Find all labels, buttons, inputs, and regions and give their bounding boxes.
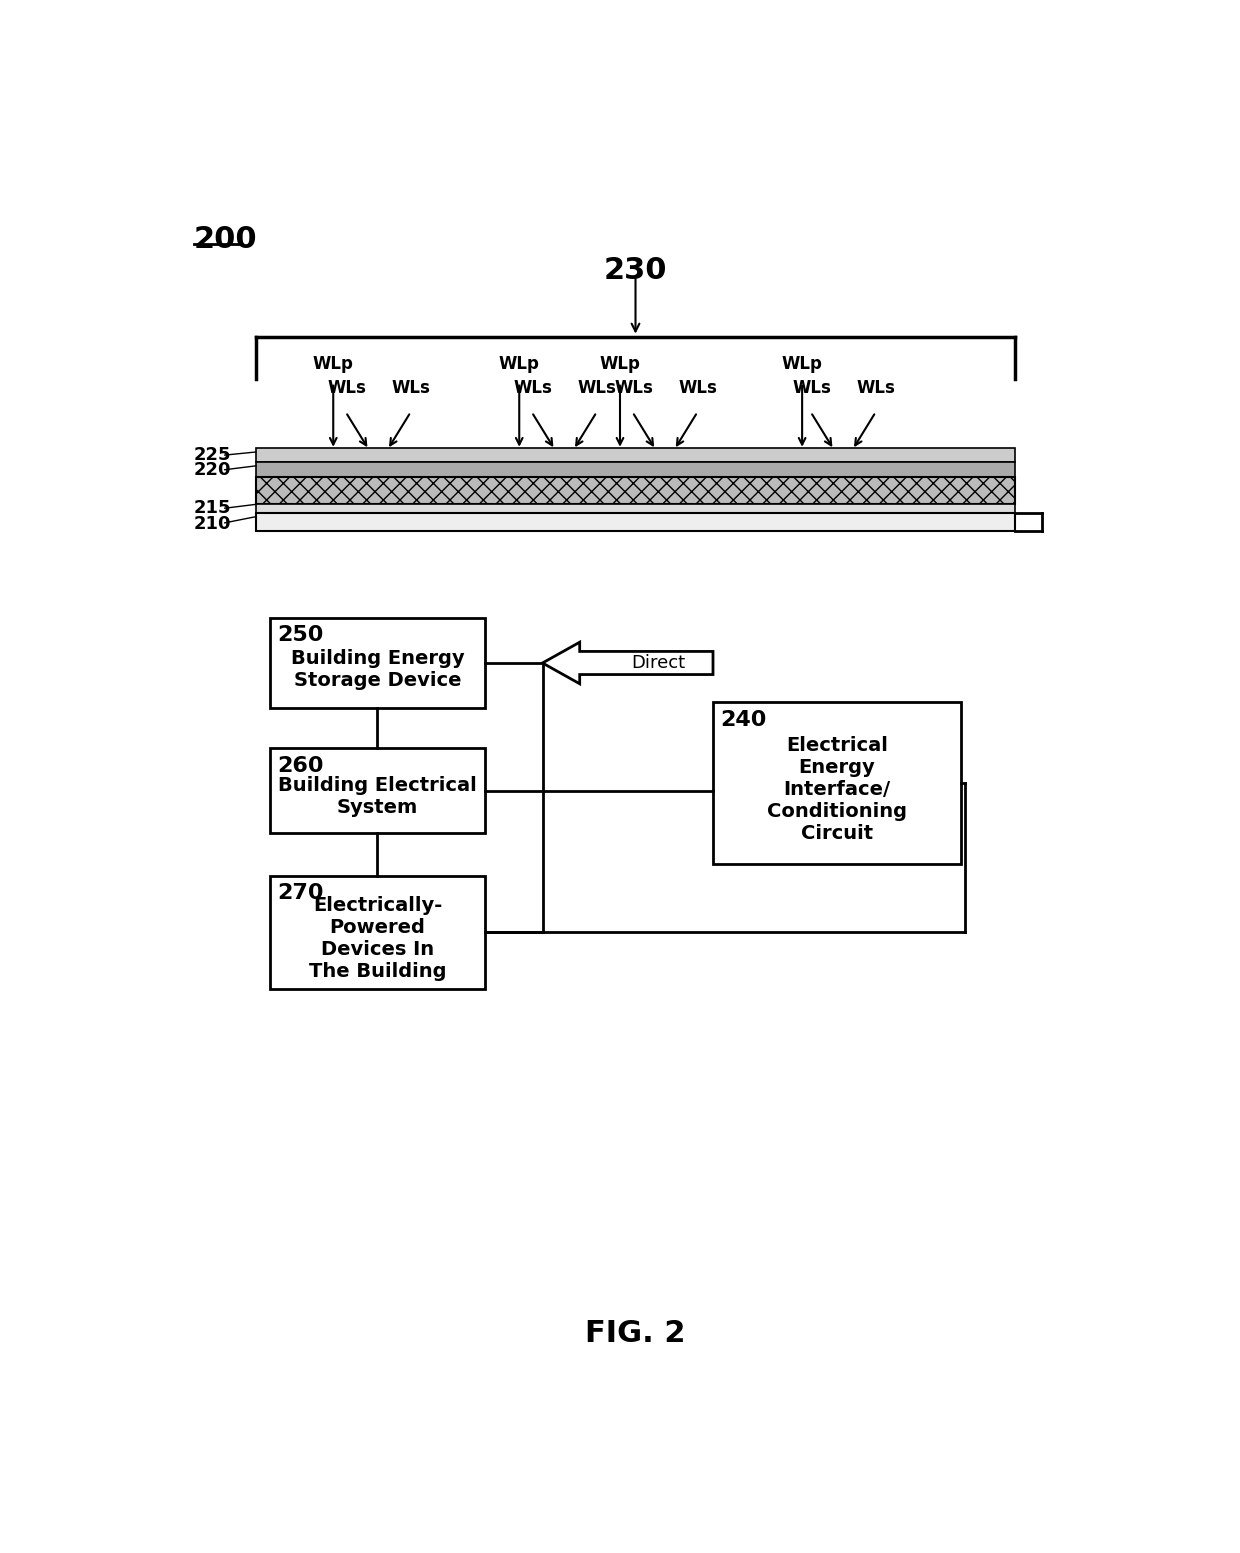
Polygon shape (543, 643, 713, 683)
Text: WLp: WLp (600, 356, 640, 373)
Text: WLs: WLs (615, 379, 653, 396)
Text: Building Electrical
System: Building Electrical System (278, 776, 477, 817)
Bar (255, 463, 1016, 477)
Bar (270, 618, 485, 708)
Text: WLp: WLp (312, 356, 353, 373)
Text: 230: 230 (604, 256, 667, 284)
Text: WLs: WLs (578, 379, 616, 396)
Text: 250: 250 (278, 626, 324, 644)
Text: WLp: WLp (498, 356, 539, 373)
Text: Electrically-
Powered
Devices In
The Building: Electrically- Powered Devices In The Bui… (309, 896, 446, 981)
Text: 225: 225 (193, 446, 231, 464)
Text: 210: 210 (193, 514, 231, 533)
Bar (270, 749, 485, 832)
Text: WLs: WLs (513, 379, 553, 396)
Text: WLp: WLp (781, 356, 822, 373)
Text: 260: 260 (278, 756, 324, 776)
Text: Electrical
Energy
Interface/
Conditioning
Circuit: Electrical Energy Interface/ Conditionin… (768, 736, 906, 843)
Bar (255, 449, 1016, 463)
Bar (255, 512, 1016, 531)
Bar (255, 477, 1016, 503)
Bar (270, 876, 485, 989)
Text: Building Energy
Storage Device: Building Energy Storage Device (290, 649, 464, 690)
Text: Direct: Direct (631, 654, 684, 672)
Bar (255, 503, 1016, 512)
Text: 270: 270 (278, 884, 324, 904)
Text: WLs: WLs (792, 379, 832, 396)
Bar (713, 702, 961, 863)
Text: FIG. 2: FIG. 2 (585, 1318, 686, 1348)
Text: WLs: WLs (857, 379, 895, 396)
Text: 200: 200 (193, 225, 258, 253)
Text: 215: 215 (193, 499, 231, 517)
Text: WLs: WLs (327, 379, 367, 396)
Text: WLs: WLs (678, 379, 717, 396)
Text: 220: 220 (193, 461, 231, 478)
Text: 240: 240 (720, 710, 768, 730)
Text: WLs: WLs (392, 379, 430, 396)
